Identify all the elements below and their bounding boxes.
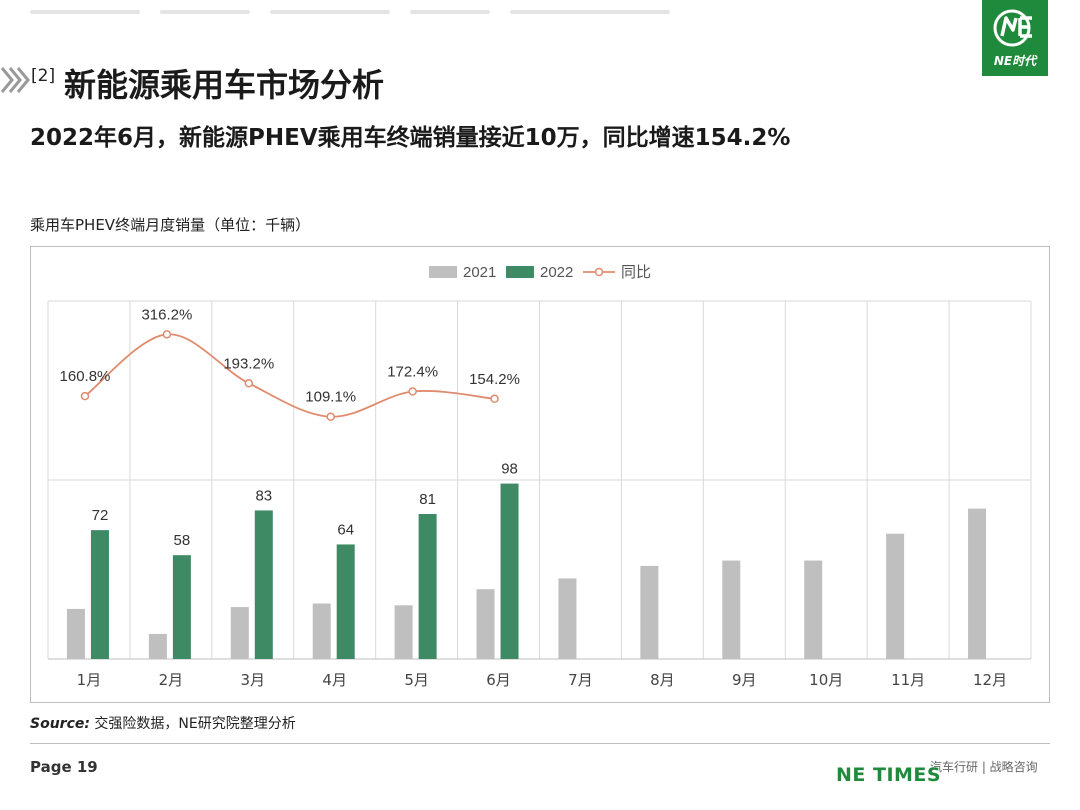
x-tick-label: 12月	[973, 671, 1007, 689]
x-tick-label: 4月	[322, 671, 347, 689]
bar-2021	[476, 589, 495, 659]
bar-2021	[558, 578, 577, 659]
bar-2021	[722, 560, 741, 659]
x-tick-label: 7月	[568, 671, 593, 689]
bar-2022	[254, 510, 273, 659]
section-number: [2]	[31, 66, 56, 86]
bar-2021	[148, 633, 167, 659]
x-tick-label: 10月	[809, 671, 843, 689]
legend-swatch-2021	[429, 266, 457, 278]
bar-2021	[886, 533, 905, 659]
section-title: 新能源乘用车市场分析	[64, 66, 385, 104]
x-tick-label: 5月	[404, 671, 429, 689]
source-note: Source: 交强险数据，NE研究院整理分析	[30, 713, 296, 733]
yoy-label: 160.8%	[60, 368, 111, 385]
data-label-2022: 58	[174, 532, 191, 549]
footer-divider	[30, 743, 1050, 744]
yoy-point	[244, 379, 254, 388]
legend-label-yoy: 同比	[621, 263, 651, 281]
bar-2021	[804, 560, 823, 659]
bar-2022	[172, 555, 191, 659]
ne-logo: NE时代	[982, 0, 1048, 76]
yoy-point	[408, 387, 417, 396]
yoy-label: 154.2%	[469, 371, 520, 388]
x-tick-label: 9月	[732, 671, 757, 689]
bar-2022	[336, 544, 355, 659]
bar-2022	[500, 483, 519, 659]
legend-label-2021: 2021	[463, 264, 496, 281]
tagline: 汽车行研 | 战略咨询	[930, 760, 1038, 774]
bar-2022	[90, 530, 109, 659]
yoy-label: 193.2%	[223, 355, 274, 372]
page-subtitle: 2022年6月，新能源PHEV乘用车终端销量接近10万，同比增速154.2%	[30, 125, 791, 151]
x-tick-label: 6月	[486, 671, 511, 689]
chart-frame: 72 1月 58 2月 83 3月 64 4月 81 5月 98 6月 7月 8月 9月 10月 11月 12月 1…	[30, 246, 1050, 703]
bar-2021	[640, 565, 659, 659]
bar-2021	[312, 603, 331, 659]
yoy-label: 172.4%	[387, 364, 438, 381]
yoy-point	[490, 394, 499, 404]
page-number: Page 19	[30, 758, 98, 776]
yoy-point	[80, 391, 90, 401]
x-tick-label: 1月	[77, 671, 102, 689]
legend-label-2022: 2022	[540, 264, 573, 281]
x-tick-label: 8月	[650, 671, 675, 689]
data-label-2022: 72	[92, 507, 109, 524]
yoy-point	[326, 412, 335, 421]
chart-caption: 乘用车PHEV终端月度销量（单位：千辆）	[30, 216, 311, 234]
bar-2021	[394, 605, 413, 659]
source-label: Source:	[30, 716, 90, 732]
yoy-point	[162, 330, 172, 339]
legend-swatch-2022	[506, 266, 534, 278]
legend-marker-yoy	[594, 267, 604, 277]
ne-logo-mark-icon	[993, 9, 1032, 47]
data-label-2022: 98	[501, 461, 518, 478]
yoy-label: 316.2%	[141, 306, 192, 323]
chevrons-icon	[0, 67, 30, 93]
source-text: 交强险数据，NE研究院整理分析	[94, 716, 296, 732]
data-label-2022: 64	[337, 521, 354, 538]
data-label-2022: 83	[255, 487, 272, 504]
bar-2021	[968, 508, 987, 659]
yoy-label: 109.1%	[305, 389, 356, 406]
data-label-2022: 81	[419, 491, 436, 508]
bar-2022	[418, 514, 437, 659]
brand-name: NE TIMES	[836, 764, 942, 786]
x-tick-label: 2月	[159, 671, 184, 689]
yoy-line	[84, 333, 495, 418]
x-tick-label: 3月	[241, 671, 266, 689]
x-tick-label: 11月	[891, 671, 925, 689]
sales-chart: 72 1月 58 2月 83 3月 64 4月 81 5月 98 6月 7月 8月 9月 10月 11月 12月 1…	[47, 263, 1032, 689]
top-decor-bar	[30, 10, 670, 14]
bar-2021	[230, 607, 249, 659]
bar-2021	[66, 608, 85, 659]
logo-text: NE时代	[993, 54, 1037, 68]
